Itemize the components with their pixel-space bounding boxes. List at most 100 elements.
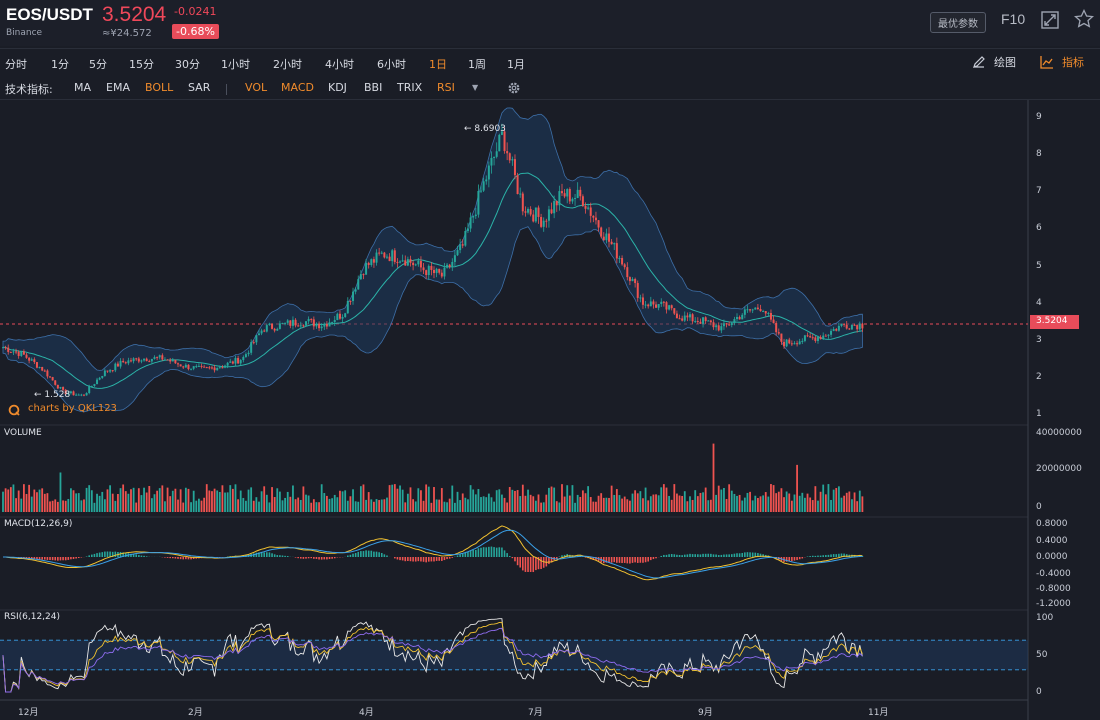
candle-body [843, 323, 846, 325]
volume-bar [171, 490, 174, 512]
volume-bar [542, 502, 545, 512]
volume-bar [511, 489, 514, 512]
tab-period-1d[interactable]: 1日 [429, 58, 447, 71]
indicator-sar[interactable]: SAR [188, 81, 211, 94]
draw-button[interactable]: 绘图 [994, 56, 1016, 69]
indicator-rsi[interactable]: RSI [437, 81, 455, 94]
macd-histogram-bar [493, 547, 495, 557]
f10-button[interactable]: F10 [1001, 11, 1026, 27]
macd-histogram-bar [357, 551, 360, 557]
macd-histogram-bar [192, 557, 195, 559]
volume-bar [386, 497, 388, 512]
candle-body [315, 323, 318, 327]
volume-bar [150, 498, 153, 512]
volume-bar [532, 496, 535, 512]
macd-histogram-bar [185, 557, 187, 560]
volume-bar [626, 499, 629, 512]
volume-bar [111, 493, 114, 512]
macd-histogram-bar [294, 557, 297, 558]
tab-period-6h[interactable]: 6小时 [377, 58, 406, 71]
indicator-ema[interactable]: EMA [106, 81, 130, 94]
tab-period-1m[interactable]: 1分 [51, 58, 69, 71]
macd-histogram-bar [610, 557, 613, 563]
volume-bar [346, 500, 349, 512]
candle-body [529, 208, 532, 215]
tab-period-1h[interactable]: 1小时 [221, 58, 250, 71]
volume-bar [106, 489, 109, 512]
candle-body [383, 252, 386, 258]
candle-body [443, 267, 446, 277]
candle-body [46, 370, 49, 377]
tab-period-1mo[interactable]: 1月 [507, 58, 525, 71]
candle-body [613, 243, 616, 245]
volume-bar [438, 499, 441, 512]
candlestick-series [2, 123, 864, 397]
volume-bar [310, 502, 313, 512]
indicator-button[interactable]: 指标 [1062, 56, 1084, 69]
volume-bar [349, 496, 352, 512]
candle-body [124, 362, 127, 364]
candle-body [56, 384, 59, 389]
macd-histogram-bar [320, 557, 323, 560]
chart-line-icon[interactable] [1040, 55, 1054, 69]
macd-histogram-bar [378, 552, 380, 557]
macd-histogram-bar [490, 546, 493, 557]
volume-bar [819, 491, 822, 512]
candle-body [634, 279, 637, 284]
macd-histogram-bar [746, 552, 749, 557]
indicator-trix[interactable]: TRIX [397, 81, 423, 94]
macd-histogram-bar [605, 557, 608, 563]
macd-histogram-bar [412, 557, 414, 562]
star-icon[interactable] [1074, 9, 1094, 29]
volume-bar [130, 489, 132, 512]
pencil-icon[interactable] [972, 55, 986, 69]
indicator-bbi[interactable]: BBI [364, 81, 383, 94]
rsi-series [0, 618, 1028, 693]
macd-histogram-bar [686, 554, 689, 557]
macd-histogram-bar [749, 552, 751, 557]
candle-body [17, 351, 20, 356]
volume-bar [93, 502, 96, 512]
tab-period-1w[interactable]: 1周 [468, 58, 486, 71]
tab-period-5m[interactable]: 5分 [89, 58, 107, 71]
volume-bar [64, 500, 67, 512]
tab-period-4h[interactable]: 4小时 [325, 58, 354, 71]
volume-bar [7, 489, 10, 512]
volume-bar [751, 500, 754, 512]
candle-body [587, 207, 590, 209]
macd-histogram-bar [461, 553, 464, 557]
volume-bar [665, 487, 668, 512]
tab-period-timeshare[interactable]: 分时 [5, 58, 27, 71]
candle-body [540, 216, 543, 227]
volume-bar [749, 491, 751, 512]
candle-body [503, 131, 506, 152]
tab-period-15m[interactable]: 15分 [129, 58, 154, 71]
macd-histogram-bar [119, 551, 122, 557]
volume-bar [757, 498, 759, 512]
macd-histogram-bar [535, 557, 537, 571]
dropdown-caret-icon[interactable]: ▼ [472, 83, 479, 92]
candle-body [715, 325, 718, 328]
indicator-kdj[interactable]: KDJ [328, 81, 347, 94]
tab-period-2h[interactable]: 2小时 [273, 58, 302, 71]
y-tick: 2 [1036, 372, 1042, 382]
indicator-vol[interactable]: VOL [245, 81, 268, 94]
chart-canvas[interactable] [0, 100, 1100, 720]
candle-body [239, 360, 242, 364]
indicator-boll[interactable]: BOLL [145, 81, 174, 94]
candle-body [741, 314, 744, 320]
tab-period-30m[interactable]: 30分 [175, 58, 200, 71]
macd-histogram-bar [263, 552, 266, 557]
indicator-macd[interactable]: MACD [281, 81, 314, 94]
volume-bar [767, 496, 770, 512]
gear-icon[interactable] [507, 81, 521, 95]
volume-bar [239, 490, 242, 512]
indicator-ma[interactable]: MA [74, 81, 92, 94]
rsi-tick: 100 [1036, 613, 1054, 623]
expand-icon[interactable] [1041, 11, 1059, 29]
volume-bar [602, 497, 605, 512]
volume-bar [132, 487, 135, 512]
volume-bar [845, 492, 848, 512]
best-params-button[interactable]: 最优参数 [930, 12, 986, 33]
candle-body [72, 391, 75, 396]
